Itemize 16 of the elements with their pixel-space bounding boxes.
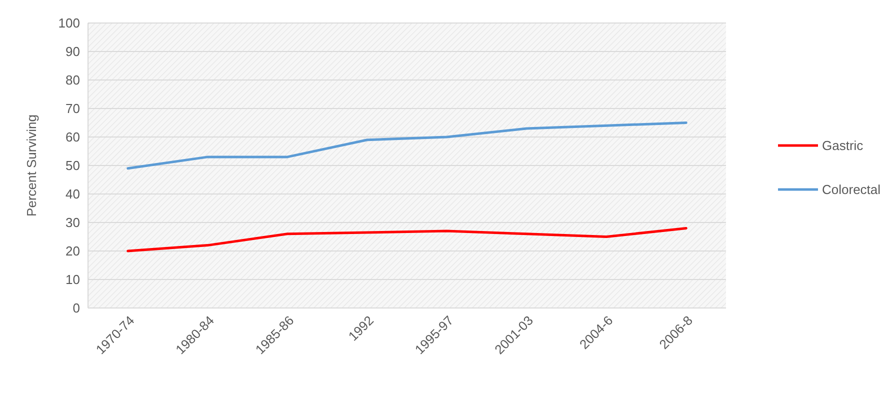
- y-tick-label: 40: [66, 186, 80, 202]
- y-tick-label: 80: [66, 72, 80, 88]
- y-tick-label: 90: [66, 44, 80, 60]
- y-tick-label: 30: [66, 215, 80, 230]
- y-tick-label: 60: [66, 130, 80, 145]
- y-tick-label: 50: [66, 158, 80, 174]
- line-series: [126, 226, 688, 252]
- y-tick-label: 0: [72, 300, 80, 316]
- legend-label: Colorectal: [822, 182, 881, 198]
- y-tick-label: 100: [58, 16, 80, 31]
- y-tick-label: 20: [66, 244, 80, 259]
- y-axis-title: Percent Surviving: [24, 114, 39, 216]
- y-tick-label: 70: [66, 101, 80, 116]
- y-tick-label: 10: [66, 272, 80, 288]
- legend-label: Gastric: [822, 138, 864, 154]
- line-series: [126, 122, 688, 170]
